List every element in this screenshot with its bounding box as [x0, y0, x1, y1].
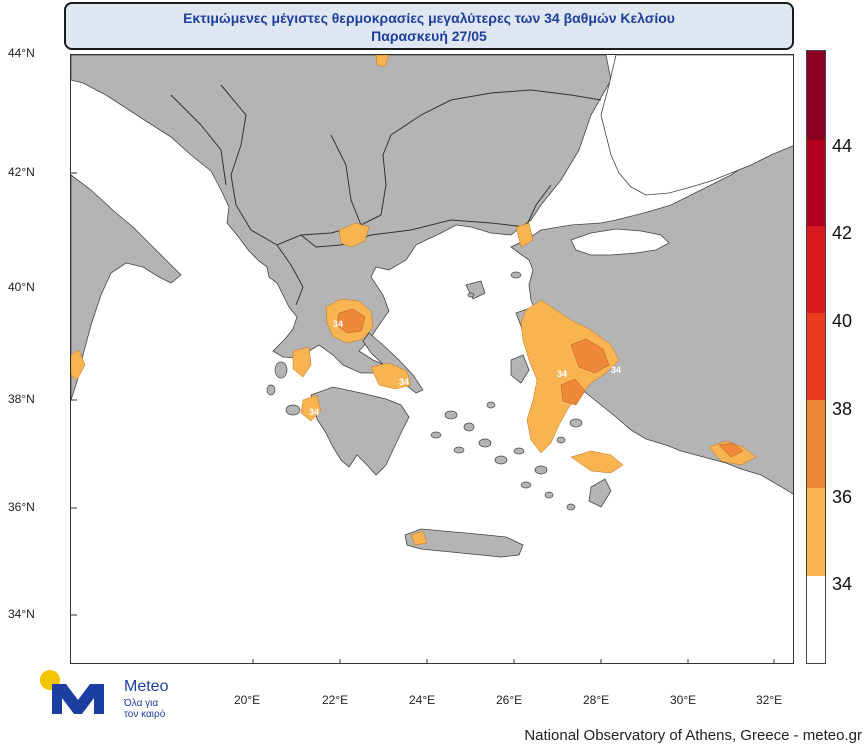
logo-tagline: Όλα για τον καιρό: [124, 698, 165, 720]
heat-regions-36: [336, 308, 744, 458]
peloponnese-land: [310, 386, 410, 476]
colorbar-label-42: 42: [832, 223, 853, 243]
colorbar: [806, 50, 826, 664]
lat-label-44: 44°N: [8, 46, 35, 60]
map-svg: [71, 55, 793, 663]
logo-tagline-line2: τον καιρό: [124, 709, 166, 720]
heat-region-turkey-aegean: [520, 299, 620, 454]
contour-label: 34: [399, 377, 410, 387]
lat-label-38: 38°N: [8, 392, 35, 406]
lat-label-40: 40°N: [8, 280, 35, 294]
heat-region-thrace: [515, 222, 534, 248]
heat-core-turkey-south-coast: [560, 378, 586, 406]
heat-region-dodecanese: [570, 450, 624, 474]
map-area[interactable]: 34 34 34 34 34 34: [70, 54, 794, 664]
marmara-sea: [570, 228, 670, 256]
logo-name: Meteo: [124, 678, 169, 695]
lat-label-36: 36°N: [8, 500, 35, 514]
balkans-land: [71, 55, 612, 378]
contour-label: 34: [557, 369, 568, 379]
colorbar-label-40: 40: [832, 311, 853, 331]
turkey-land: [510, 145, 793, 495]
colorbar-label-44: 44: [832, 136, 853, 156]
logo-tagline-line1: Όλα για: [124, 698, 159, 709]
rhodes-land: [588, 478, 612, 508]
meteo-logo-icon: [40, 670, 104, 714]
lon-label-28: 28°E: [583, 693, 610, 707]
black-sea: [600, 55, 793, 196]
contour-label: 34: [611, 365, 622, 375]
crete-land: [404, 528, 524, 558]
map-title-box: Εκτιμώμενες μέγιστες θερμοκρασίες μεγαλύ…: [64, 2, 794, 50]
heat-core-thessaly: [336, 308, 366, 334]
heat-region-danube: [375, 55, 390, 68]
heat-core-turkey-west: [570, 338, 610, 374]
contour-label: 34: [309, 407, 320, 417]
lon-label-24: 24°E: [409, 693, 436, 707]
lat-label-34: 34°N: [8, 607, 35, 621]
lon-label-22: 22°E: [322, 693, 349, 707]
heat-region-boeotia: [370, 362, 412, 390]
colorbar-segment-40: [807, 313, 825, 400]
colorbar-segment-36: [807, 488, 825, 576]
heat-region-macedonia: [338, 222, 370, 248]
colorbar-segment-34: [807, 576, 825, 663]
footer-credit: National Observatory of Athens, Greece -…: [524, 727, 862, 744]
heat-region-crete-west: [410, 530, 428, 546]
colorbar-segment-38: [807, 400, 825, 488]
contour-label: 34: [333, 319, 344, 329]
cyclades-islands: [266, 271, 583, 511]
colorbar-segment-42: [807, 226, 825, 313]
contour-label: 34: [587, 401, 598, 411]
colorbar-segment-44: [807, 140, 825, 226]
heat-region-peloponnese-west: [300, 394, 322, 422]
chios-land: [510, 354, 530, 384]
map-subtitle-date: Παρασκευή 27/05: [371, 28, 487, 44]
lon-label-32: 32°E: [756, 693, 783, 707]
heat-core-antalya: [718, 442, 744, 458]
colorbar-label-36: 36: [832, 487, 853, 507]
heat-region-west-greece: [292, 346, 312, 378]
lon-label-26: 26°E: [496, 693, 523, 707]
colorbar-label-34: 34: [832, 574, 853, 594]
heat-region-italy: [71, 349, 86, 381]
lon-label-20: 20°E: [234, 693, 261, 707]
colorbar-segment-46: [807, 51, 825, 140]
map-title: Εκτιμώμενες μέγιστες θερμοκρασίες μεγαλύ…: [183, 10, 675, 26]
meteo-logo: Meteo Όλα για τον καιρό: [38, 668, 198, 720]
lat-label-42: 42°N: [8, 165, 35, 179]
heat-regions-34: [71, 55, 757, 546]
italy-land: [71, 174, 182, 401]
colorbar-label-38: 38: [832, 399, 853, 419]
lon-label-30: 30°E: [670, 693, 697, 707]
